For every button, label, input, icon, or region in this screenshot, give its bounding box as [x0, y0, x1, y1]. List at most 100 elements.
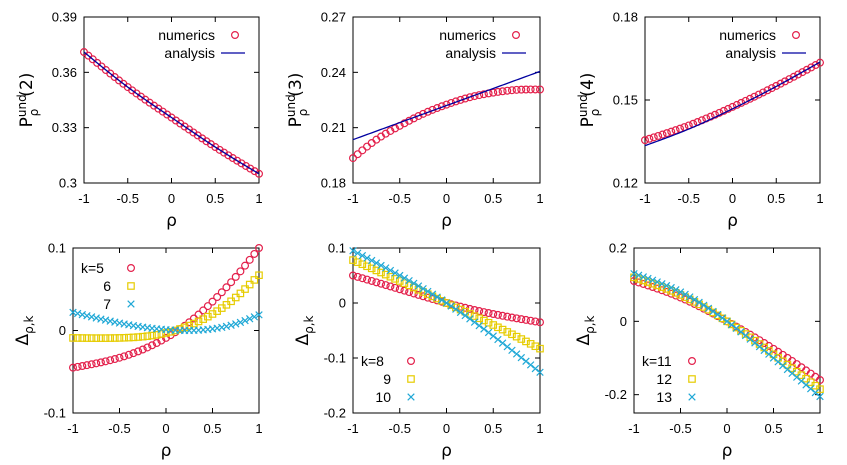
data-point: [484, 309, 493, 318]
data-point: [236, 318, 245, 327]
data-point: [789, 72, 798, 81]
data-point: [405, 288, 414, 297]
data-point: [148, 341, 157, 350]
x-axis-label: ρ: [166, 211, 177, 231]
data-point: [681, 290, 689, 299]
x-tick-label: 1: [255, 421, 262, 436]
x-axis-label: ρ: [727, 211, 738, 231]
data-point: [461, 311, 469, 320]
data-point: [73, 334, 82, 342]
data-point: [231, 272, 240, 281]
data-point: [704, 304, 713, 313]
data-point: [507, 313, 516, 322]
x-tick-label: -1: [67, 421, 79, 436]
x-tick-label: 0.5: [203, 421, 221, 436]
y-tick-label: 0.27: [321, 10, 346, 25]
data-point: [811, 61, 820, 70]
data-point: [815, 58, 824, 67]
data-point: [630, 269, 638, 278]
y-tick-label: 0.21: [321, 120, 346, 135]
data-point: [87, 313, 96, 321]
y-tick-label: 0.1: [48, 241, 66, 256]
data-point: [522, 337, 530, 346]
data-point: [227, 278, 236, 287]
legend-swatch: [407, 375, 415, 383]
x-tick-label: -0.5: [389, 191, 411, 206]
data-point: [134, 333, 142, 341]
data-point: [199, 315, 208, 323]
data-point: [367, 139, 376, 148]
data-point: [120, 333, 128, 342]
legend-label: analysis: [725, 45, 776, 61]
chart-panel-6: -1 -0.5 0 0.5 1 -0.2 0 0.2 ρ Δρ,k k=11 12 13: [574, 241, 824, 461]
data-point: [386, 282, 395, 291]
data-point: [377, 268, 385, 277]
data-point: [438, 296, 446, 304]
data-point: [802, 65, 811, 74]
data-point: [461, 94, 470, 103]
data-point: [700, 301, 708, 310]
data-point: [662, 281, 671, 290]
legend-swatch: [511, 31, 520, 40]
data-point: [68, 363, 77, 372]
data-point: [639, 273, 648, 281]
series-line: [352, 70, 541, 141]
data-point: [386, 272, 395, 281]
x-tick-label: 1: [536, 191, 543, 206]
data-point: [662, 129, 671, 138]
data-point: [358, 251, 367, 260]
data-point: [82, 361, 91, 370]
data-point: [428, 290, 437, 298]
x-axis-label: ρ: [161, 441, 172, 461]
data-point: [124, 350, 133, 359]
data-point: [456, 95, 465, 104]
axis-label: Pundρ(4): [576, 73, 602, 128]
data-point: [363, 262, 371, 271]
data-point: [763, 86, 772, 95]
series-10: [349, 247, 544, 377]
data-point: [759, 88, 768, 97]
legend-label: 6: [103, 278, 111, 294]
x-tick-label: -1: [347, 421, 359, 436]
data-point: [690, 295, 699, 304]
legend-swatch: [687, 357, 696, 366]
data-point: [255, 244, 264, 253]
series-line: [644, 61, 821, 147]
data-point: [106, 317, 114, 325]
data-point: [78, 334, 87, 342]
legend: k=11 12 13: [642, 353, 696, 405]
data-point: [400, 279, 409, 287]
data-point: [78, 310, 87, 319]
data-point: [727, 321, 736, 329]
legend-swatch: [688, 375, 696, 383]
data-point: [484, 318, 493, 327]
data-point: [134, 347, 143, 356]
data-point: [741, 331, 750, 340]
data-point: [785, 75, 794, 84]
data-point: [92, 334, 101, 342]
data-point: [236, 289, 245, 298]
data-point: [671, 126, 680, 135]
data-point: [110, 355, 119, 364]
data-point: [391, 275, 399, 283]
data-point: [517, 353, 526, 362]
data-point: [171, 326, 180, 335]
data-point: [526, 361, 535, 369]
data-point: [92, 359, 101, 368]
data-point: [213, 293, 222, 302]
x-tick-label: -0.5: [669, 421, 691, 436]
data-point: [353, 258, 362, 266]
legend-label: k=11: [642, 353, 672, 369]
data-point: [349, 154, 358, 163]
data-point: [414, 112, 423, 121]
data-point: [503, 86, 512, 95]
data-point: [816, 392, 824, 401]
data-point: [442, 299, 451, 307]
x-tick-label: -0.5: [389, 421, 411, 436]
data-point: [218, 323, 226, 332]
data-point: [367, 264, 376, 273]
data-point: [508, 330, 516, 339]
data-point: [526, 316, 535, 325]
data-point: [640, 136, 649, 145]
y-tick-label: 0.24: [321, 65, 346, 80]
